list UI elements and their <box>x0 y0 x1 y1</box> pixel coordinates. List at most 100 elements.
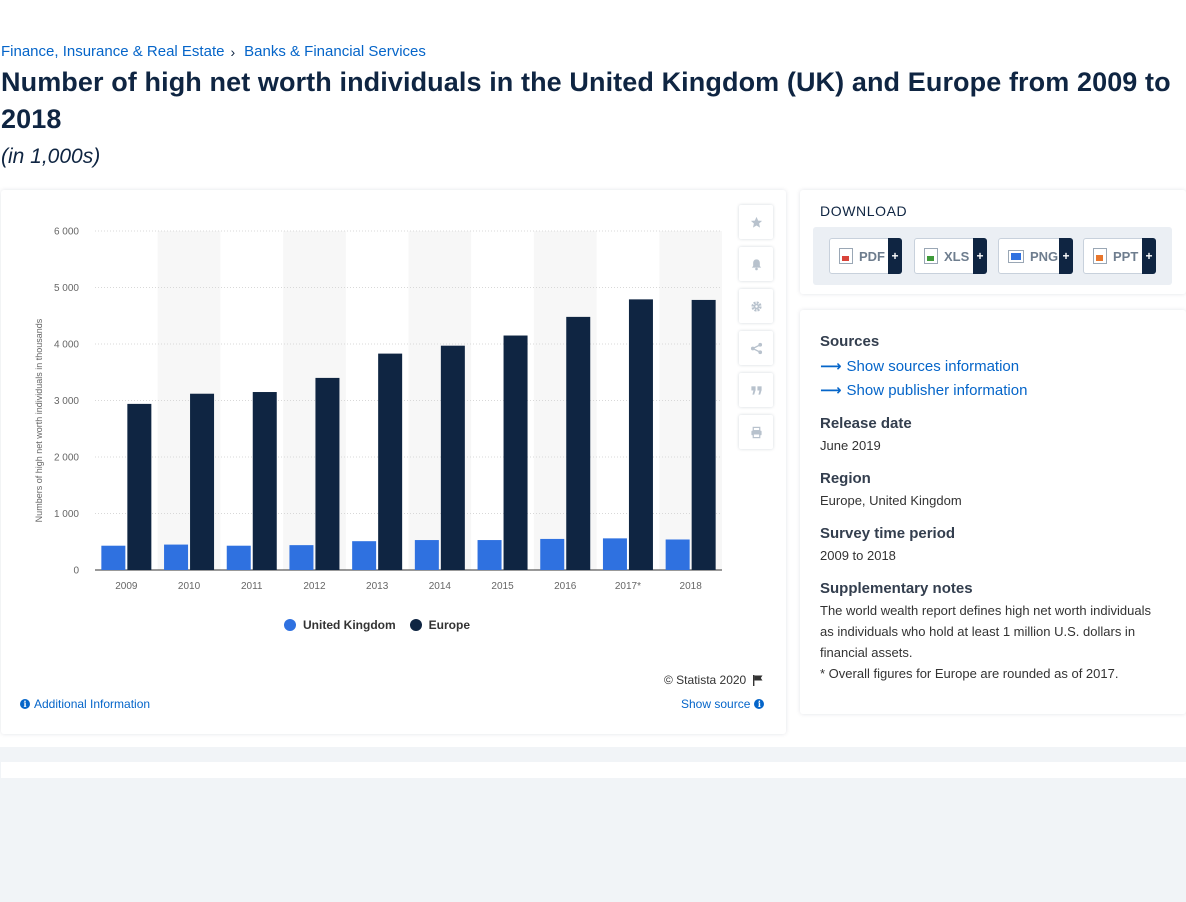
x-tick-label: 2015 <box>491 581 514 592</box>
arrow-right-icon: ⟶ <box>820 358 842 375</box>
x-tick-label: 2009 <box>115 581 138 592</box>
bar-europe-2017 <box>628 299 653 570</box>
show-publisher-link[interactable]: ⟶ Show publisher information <box>820 381 1028 400</box>
show-source-label: Show source <box>681 697 751 711</box>
copyright-notice[interactable]: © Statista 2020 <box>664 673 764 687</box>
download-xls-button[interactable]: XLS + <box>914 238 987 274</box>
share-icon <box>750 342 762 354</box>
cite-button[interactable] <box>739 373 773 407</box>
bar-chart: 0 1 000 2 000 3 000 4 000 5 000 6 000 Numbers o… <box>34 227 722 592</box>
supplementary-notes-text: The world wealth report defines high net… <box>820 603 1151 660</box>
bar-europe-2011 <box>252 392 277 570</box>
breadcrumb-category-link[interactable]: Finance, Insurance & Real Estate <box>1 43 225 60</box>
flag-icon[interactable] <box>752 674 764 686</box>
print-button[interactable] <box>739 415 773 449</box>
show-source-link[interactable]: Show source i <box>681 697 768 711</box>
legend-item-europe[interactable]: Europe <box>409 618 470 632</box>
y-tick-label: 6 000 <box>54 227 79 238</box>
bar-united-kingdom-2016 <box>540 538 565 570</box>
bottom-card <box>1 762 1186 778</box>
legend-item-united-kingdom[interactable]: United Kingdom <box>284 618 396 632</box>
download-ppt-label: PPT <box>1113 248 1139 264</box>
bar-europe-2015 <box>503 335 528 570</box>
release-date-value: June 2019 <box>820 438 881 453</box>
download-pdf-label: PDF <box>859 248 885 264</box>
download-xls-plus[interactable]: + <box>973 238 987 274</box>
share-button[interactable] <box>739 331 773 365</box>
download-button-row: PDF + XLS + PNG + PPT + <box>813 227 1172 285</box>
region-value: Europe, United Kingdom <box>820 493 962 508</box>
download-ppt-button[interactable]: PPT + <box>1083 238 1156 274</box>
bar-united-kingdom-2015 <box>477 540 502 570</box>
survey-period-value: 2009 to 2018 <box>820 548 896 563</box>
bar-united-kingdom-2013 <box>352 541 377 570</box>
settings-button[interactable] <box>739 289 773 323</box>
copyright-text: © Statista 2020 <box>664 673 747 687</box>
download-pdf-button[interactable]: PDF + <box>829 238 902 274</box>
download-png-label: PNG <box>1030 248 1059 264</box>
sources-heading: Sources <box>820 333 880 350</box>
png-file-icon <box>1008 249 1024 263</box>
survey-period-heading: Survey time period <box>820 525 956 542</box>
download-png-button[interactable]: PNG + <box>998 238 1073 274</box>
supplementary-notes-heading: Supplementary notes <box>820 580 973 597</box>
show-publisher-label: Show publisher information <box>846 381 1028 399</box>
y-tick-label: 2 000 <box>54 453 79 464</box>
xls-file-icon <box>924 248 938 264</box>
y-tick-label: 0 <box>73 566 79 577</box>
download-card: DOWNLOAD PDF + XLS + PNG + PPT + <box>800 190 1186 294</box>
chart-legend: United Kingdom Europe <box>284 618 484 632</box>
bar-united-kingdom-2017 <box>602 538 627 570</box>
download-pdf-plus[interactable]: + <box>888 238 902 274</box>
bar-united-kingdom-2012 <box>289 545 314 570</box>
x-tick-label: 2013 <box>366 581 389 592</box>
additional-information-link[interactable]: i Additional Information <box>20 697 150 711</box>
ppt-file-icon <box>1093 248 1107 264</box>
download-ppt-plus[interactable]: + <box>1142 238 1156 274</box>
info-icon: i <box>754 699 765 709</box>
x-tick-label: 2012 <box>303 581 326 592</box>
page-title: Number of high net worth individuals in … <box>1 67 1171 134</box>
info-icon: i <box>20 699 30 709</box>
x-tick-label: 2010 <box>178 581 201 592</box>
show-sources-label: Show sources information <box>846 357 1020 375</box>
legend-marker-united-kingdom <box>284 619 296 631</box>
x-tick-label: 2017* <box>615 581 641 592</box>
bar-united-kingdom-2014 <box>414 540 439 570</box>
x-tick-label: 2016 <box>554 581 577 592</box>
legend-label-europe: Europe <box>428 618 470 632</box>
y-tick-label: 4 000 <box>54 340 79 351</box>
bar-europe-2012 <box>315 377 340 570</box>
bar-united-kingdom-2009 <box>101 545 126 570</box>
star-icon <box>750 216 762 228</box>
breadcrumb-subcategory-link[interactable]: Banks & Financial Services <box>244 43 426 60</box>
bar-europe-2009 <box>127 403 152 570</box>
download-xls-label: XLS <box>944 248 970 264</box>
bell-icon <box>751 258 761 270</box>
show-sources-link[interactable]: ⟶ Show sources information <box>820 357 1020 376</box>
bar-united-kingdom-2010 <box>164 544 189 570</box>
chart-toolbar <box>739 205 773 457</box>
quote-icon <box>750 385 762 395</box>
bar-united-kingdom-2011 <box>226 545 251 570</box>
notification-button[interactable] <box>739 247 773 281</box>
x-tick-label: 2014 <box>429 581 452 592</box>
x-tick-label: 2011 <box>241 581 263 592</box>
download-png-plus[interactable]: + <box>1059 238 1073 274</box>
region-heading: Region <box>820 470 871 487</box>
y-tick-label: 3 000 <box>54 396 79 407</box>
sources-card: Sources ⟶ Show sources information ⟶ Sho… <box>800 310 1186 714</box>
bar-europe-2018 <box>691 299 716 570</box>
supplementary-notes-footnote: * Overall figures for Europe are rounded… <box>820 666 1119 681</box>
favorite-button[interactable] <box>739 205 773 239</box>
bar-europe-2014 <box>440 345 465 570</box>
print-icon <box>750 426 762 438</box>
arrow-right-icon: ⟶ <box>820 382 842 399</box>
gear-icon <box>750 300 762 312</box>
download-title: DOWNLOAD <box>820 203 908 219</box>
legend-marker-europe <box>409 619 422 631</box>
page-subtitle: (in 1,000s) <box>1 145 101 168</box>
bar-europe-2013 <box>378 353 403 570</box>
chart-card: 0 1 000 2 000 3 000 4 000 5 000 6 000 Numbers o… <box>1 190 786 734</box>
bar-europe-2010 <box>190 393 215 570</box>
